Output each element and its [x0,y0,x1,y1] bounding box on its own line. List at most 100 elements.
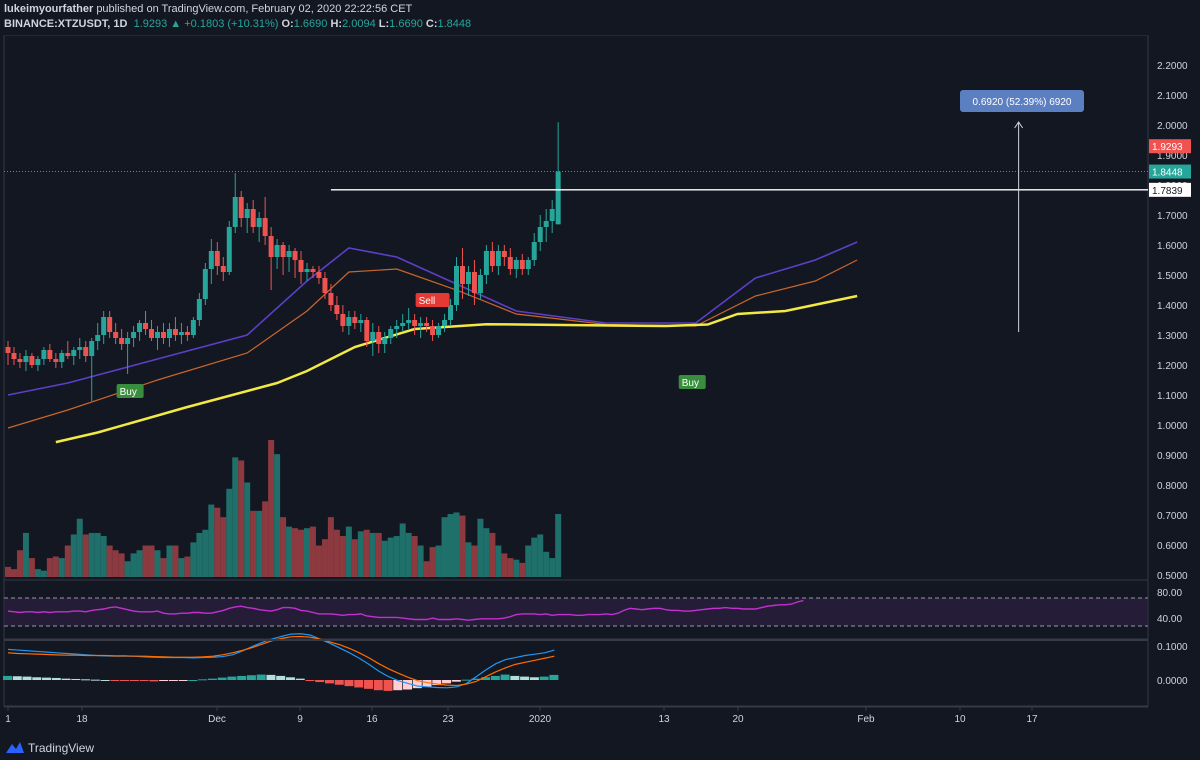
candle-body [388,329,394,338]
candle-body [35,359,41,365]
open-label: O: [281,18,294,30]
open-value: 1.6690 [293,18,328,30]
macd-histogram-bar [90,679,100,681]
macd-histogram-bar [442,680,452,684]
macd-histogram-bar [129,680,139,681]
candle-body [232,197,238,227]
macd-histogram-bar [481,677,491,680]
candle-body [77,347,83,350]
x-tick-label: 17 [1026,714,1038,725]
measure-box [960,90,1084,112]
volume-bar [160,558,167,577]
macd-histogram-bar [305,680,315,681]
volume-bar [70,534,77,577]
volume-bar [112,550,119,577]
volume-bar [184,556,191,577]
volume-bar [166,545,173,577]
volume-bar [238,460,245,577]
volume-bar [34,569,41,577]
volume-bar [256,510,263,577]
candle-body [166,329,172,338]
volume-bar [405,532,412,577]
candle-body [310,269,316,272]
rsi-tick-label: 40.00 [1157,614,1182,625]
candle-body [65,353,71,356]
price-tick-label: 1.6000 [1157,241,1188,252]
candle-body [459,266,465,284]
candle-body [507,257,513,269]
x-tick-label: 20 [732,714,744,725]
macd-histogram-bar [500,674,510,680]
candle-body [172,329,178,335]
candle-body [214,251,220,266]
price-tick-label: 1.0000 [1157,421,1188,432]
x-tick-label: 23 [442,714,454,725]
candle-body [286,251,292,257]
price-tag [1149,182,1191,197]
volume-bar [136,550,143,577]
tradingview-brand[interactable]: TradingView [28,741,95,755]
macd-histogram-bar [42,677,52,680]
candle-body [352,317,358,323]
candle-body [346,317,352,326]
macd-histogram-bar [266,674,276,680]
macd-histogram-bar [393,680,403,691]
volume-bar [82,534,89,577]
volume-bar [471,545,478,577]
macd-histogram-bar [324,680,334,684]
candle-body [184,332,190,335]
candle-body [178,332,184,335]
volume-bar [507,558,514,577]
volume-bar [214,507,221,577]
volume-bar [477,518,484,577]
volume-bar [447,514,454,577]
candle-body [53,359,59,362]
close-value: 1.8448 [437,18,472,30]
volume-bar [441,517,448,577]
candle-body [41,350,47,359]
macd-histogram-bar [149,680,159,682]
candle-body [322,278,328,293]
tradingview-logo-icon[interactable] [6,740,24,754]
volume-bar [220,517,227,577]
macd-histogram-bar [529,677,539,680]
macd-histogram-bar [207,678,217,680]
last-price: 1.9293 [133,18,168,30]
close-label: C: [425,18,438,30]
macd-histogram-bar [315,680,325,683]
candle-body [543,221,549,227]
candle-body [430,326,436,335]
author-name[interactable]: lukeimyourfather [4,3,94,15]
slow-ma-line [55,294,858,444]
volume-bar [28,558,35,577]
candle-body [131,332,137,338]
candle-body [101,317,107,335]
macd-histogram-bar [120,680,130,681]
candle-body [5,347,11,353]
x-tick-label: 9 [297,714,303,725]
candle-body [83,347,89,356]
macd-histogram-bar [198,679,208,681]
volume-bar [531,537,538,577]
chart-canvas[interactable]: 2.20002.10002.00001.90001.80001.70001.60… [0,0,1200,736]
macd-tick-label: 0.0000 [1157,676,1188,687]
symbol-label[interactable]: BINANCE:XTZUSDT, 1D [4,18,128,30]
macd-histogram-bar [227,676,237,680]
price-tick-label: 1.5000 [1157,271,1188,282]
volume-bar [459,515,466,577]
volume-bar [453,512,460,577]
volume-bar [232,457,239,577]
candle-body [454,266,459,305]
price-tag [1149,164,1191,179]
volume-bar [76,518,83,577]
volume-bar [345,526,352,577]
macd-histogram-bar [549,674,559,680]
volume-bar [16,550,23,577]
volume-bar [10,569,17,577]
macd-histogram-bar [22,676,32,680]
high-label: H: [330,18,343,30]
macd-histogram-bar [364,680,374,689]
macd-histogram-bar [81,679,91,681]
price-tick-label: 1.7000 [1157,211,1188,222]
signal-label: Buy [682,378,699,389]
